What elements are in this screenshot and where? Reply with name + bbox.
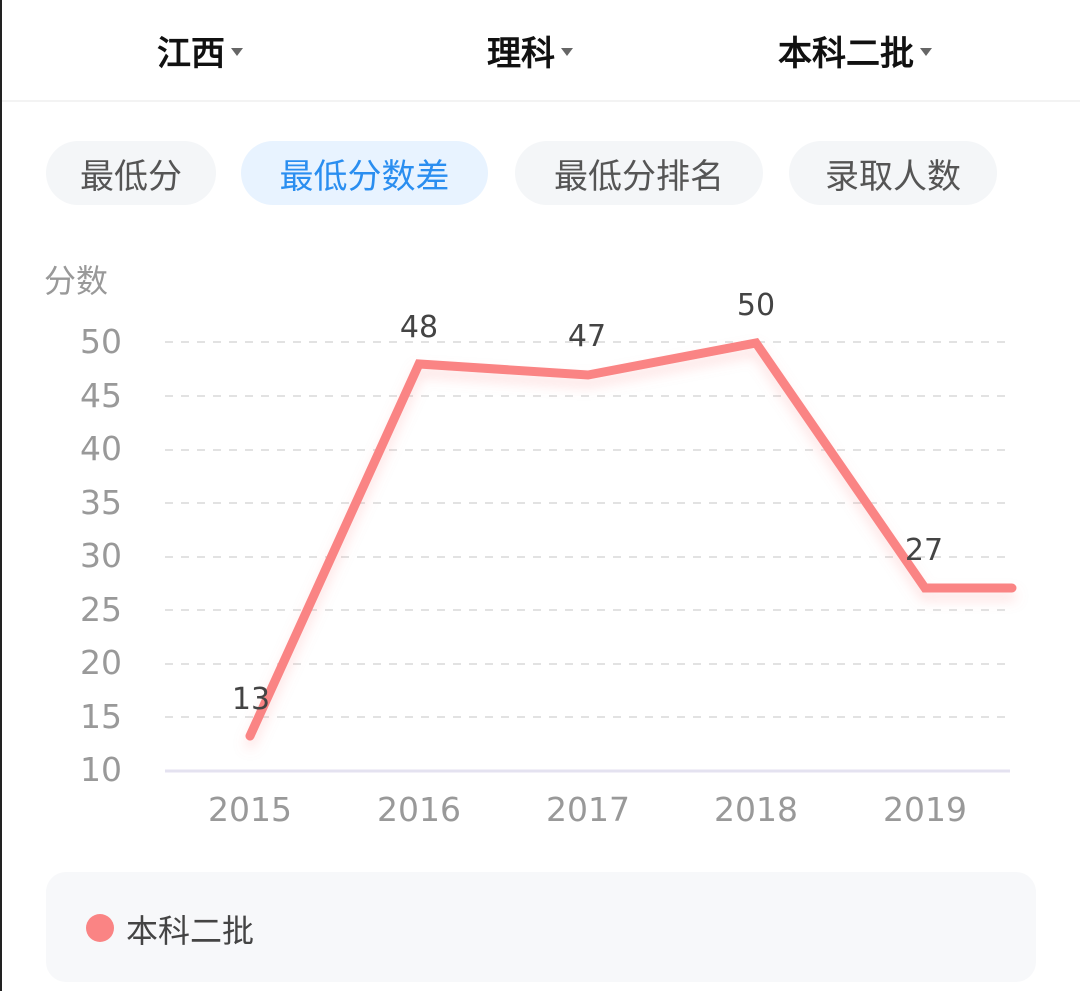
y-tick: 25 <box>80 590 122 629</box>
province-dropdown[interactable]: 江西 <box>157 26 243 74</box>
x-tick: 2017 <box>546 790 630 829</box>
filter-bar: 江西 理科 本科二批 <box>2 0 1080 102</box>
caret-down-icon <box>561 48 573 56</box>
x-tick: 2016 <box>377 790 461 829</box>
tab-min-score[interactable]: 最低分 <box>46 141 216 205</box>
x-tick: 2018 <box>714 790 798 829</box>
caret-down-icon <box>920 48 932 56</box>
batch-dropdown[interactable]: 本科二批 <box>778 26 932 74</box>
caret-down-icon <box>231 48 243 56</box>
y-tick: 30 <box>80 536 122 575</box>
x-tick: 2015 <box>208 790 292 829</box>
tab-min-score-rank[interactable]: 最低分排名 <box>515 141 763 205</box>
metric-tabs: 最低分 最低分数差 最低分排名 录取人数 <box>0 141 1080 207</box>
subject-dropdown[interactable]: 理科 <box>487 26 573 74</box>
tab-min-score-diff[interactable]: 最低分数差 <box>241 141 488 205</box>
data-label-2018: 50 <box>736 288 776 323</box>
window-edge <box>0 0 2 991</box>
series-line-benke-erpi <box>245 338 1017 741</box>
grid-lines <box>165 341 1010 718</box>
y-axis-title: 分数 <box>44 262 109 300</box>
y-tick: 10 <box>80 750 122 789</box>
batch-label: 本科二批 <box>778 33 914 74</box>
y-tick: 50 <box>80 322 122 361</box>
data-label-2019: 27 <box>904 533 944 568</box>
chart-legend: 本科二批 <box>46 872 1036 982</box>
y-tick: 15 <box>80 697 122 736</box>
legend-dot-icon[interactable] <box>86 914 114 942</box>
data-label-2016: 48 <box>399 310 439 345</box>
y-tick: 35 <box>80 483 122 522</box>
y-tick: 45 <box>80 376 122 415</box>
y-tick: 40 <box>80 429 122 468</box>
x-tick: 2019 <box>883 790 967 829</box>
subject-label: 理科 <box>487 33 555 74</box>
tab-admission-count[interactable]: 录取人数 <box>789 141 997 205</box>
legend-label[interactable]: 本科二批 <box>126 912 255 950</box>
data-label-2015: 13 <box>231 682 271 717</box>
province-label: 江西 <box>157 33 225 74</box>
data-label-2017: 47 <box>567 319 607 354</box>
y-tick: 20 <box>80 643 122 682</box>
